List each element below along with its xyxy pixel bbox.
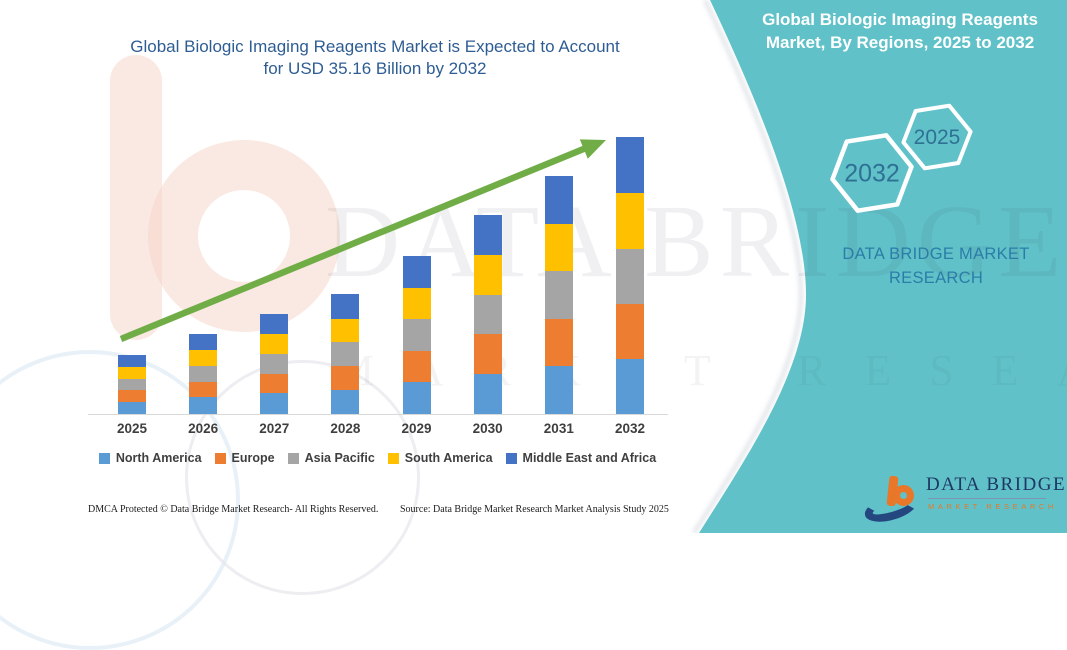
bar-segment-europe bbox=[615, 303, 644, 359]
chart-legend: North America Europe Asia Pacific South Ame… bbox=[85, 451, 670, 465]
bar-segment-europe bbox=[544, 318, 573, 366]
bar-segment-asia-pacific bbox=[402, 319, 431, 351]
stacked-bar-2031 bbox=[544, 176, 573, 414]
footer-source-text: Source: Data Bridge Market Research Mark… bbox=[400, 504, 669, 515]
bar-segment-middle-east-and-africa bbox=[544, 176, 573, 225]
bar-segment-south-america bbox=[615, 192, 644, 249]
bar-segment-asia-pacific bbox=[189, 365, 218, 382]
legend-item-europe: Europe bbox=[214, 451, 275, 465]
data-bridge-b-icon bbox=[861, 470, 924, 527]
bar-segment-south-america bbox=[331, 318, 360, 343]
legend-label: Asia Pacific bbox=[304, 451, 375, 465]
hexagon-2032-label: 2032 bbox=[844, 159, 900, 188]
right-panel-title: Global Biologic Imaging Reagents Market,… bbox=[762, 10, 1038, 52]
stacked-bar-2029 bbox=[402, 255, 431, 414]
bar-segment-middle-east-and-africa bbox=[189, 333, 218, 351]
logo-b-bowl bbox=[893, 485, 914, 506]
bar-segment-asia-pacific bbox=[615, 248, 644, 304]
legend-swatch-icon bbox=[287, 452, 299, 464]
bar-segment-north-america bbox=[544, 365, 573, 414]
x-axis-label-2027: 2027 bbox=[259, 421, 290, 436]
bar-segment-south-america bbox=[260, 334, 289, 355]
bar-segment-asia-pacific bbox=[473, 295, 502, 335]
bar-segment-europe bbox=[402, 350, 431, 383]
hexagon-2025-label: 2025 bbox=[913, 126, 961, 149]
bar-segment-europe bbox=[473, 334, 502, 374]
legend-item-north-america: North America bbox=[98, 451, 202, 465]
bar-segment-north-america bbox=[118, 402, 146, 414]
x-axis-label-2026: 2026 bbox=[188, 421, 219, 436]
legend-item-south-america: South America bbox=[387, 451, 493, 465]
logo-wordmark: DATA BRIDGE bbox=[926, 474, 1067, 495]
x-axis-label-2030: 2030 bbox=[472, 421, 503, 436]
bar-segment-asia-pacific bbox=[544, 271, 573, 319]
bar-segment-europe bbox=[189, 381, 218, 398]
bar-segment-north-america bbox=[189, 397, 218, 414]
bar-segment-middle-east-and-africa bbox=[260, 313, 289, 335]
bar-segment-north-america bbox=[402, 382, 431, 414]
stacked-bar-2030 bbox=[473, 214, 502, 414]
data-bridge-logo: DATA BRIDGE MARKET RESEARCH bbox=[861, 462, 1067, 527]
bar-segment-south-america bbox=[544, 224, 573, 272]
bar-segment-south-america bbox=[473, 254, 502, 295]
bar-segment-asia-pacific bbox=[260, 354, 289, 374]
logo-divider bbox=[928, 498, 1046, 499]
legend-item-asia-pacific: Asia Pacific bbox=[287, 451, 375, 465]
legend-item-middle-east-and-africa: Middle East and Africa bbox=[505, 451, 657, 465]
legend-swatch-icon bbox=[387, 452, 399, 464]
legend-label: North America bbox=[115, 451, 202, 465]
stacked-bar-2032 bbox=[615, 136, 644, 414]
bar-segment-middle-east-and-africa bbox=[402, 255, 431, 288]
bar-segment-north-america bbox=[331, 389, 360, 414]
stacked-bar-2025 bbox=[118, 354, 146, 414]
x-axis-line bbox=[88, 414, 668, 415]
bar-segment-middle-east-and-africa bbox=[615, 136, 644, 193]
legend-swatch-icon bbox=[505, 452, 517, 464]
bar-segment-middle-east-and-africa bbox=[118, 354, 146, 367]
legend-label: Middle East and Africa bbox=[522, 451, 657, 465]
chart-title-line2: for USD 35.16 Billion by 2032 bbox=[263, 59, 487, 79]
x-axis-label-2028: 2028 bbox=[330, 421, 361, 436]
legend-swatch-icon bbox=[214, 452, 226, 464]
bar-segment-north-america bbox=[260, 393, 289, 414]
stacked-bar-2028 bbox=[331, 294, 360, 414]
bar-segment-europe bbox=[331, 365, 360, 390]
bar-segment-north-america bbox=[473, 373, 502, 414]
stacked-bar-2026 bbox=[189, 333, 218, 414]
bar-segment-europe bbox=[260, 373, 289, 394]
footer-dmca-text: DMCA Protected © Data Bridge Market Rese… bbox=[88, 504, 379, 515]
x-axis-label-2032: 2032 bbox=[614, 421, 645, 436]
bar-segment-south-america bbox=[189, 350, 218, 366]
x-axis-label-2029: 2029 bbox=[401, 421, 432, 436]
bar-segment-middle-east-and-africa bbox=[331, 294, 360, 319]
bar-segment-asia-pacific bbox=[118, 378, 146, 391]
stacked-bar-2027 bbox=[260, 313, 289, 414]
legend-swatch-icon bbox=[98, 452, 110, 464]
x-axis-label-2031: 2031 bbox=[543, 421, 574, 436]
bar-segment-south-america bbox=[402, 287, 431, 320]
x-axis-label-2025: 2025 bbox=[116, 421, 148, 436]
chart-title-line1: Global Biologic Imaging Reagents Market … bbox=[130, 37, 620, 56]
bar-segment-asia-pacific bbox=[331, 342, 360, 366]
bar-segment-europe bbox=[118, 390, 146, 403]
legend-label: South America bbox=[404, 451, 493, 465]
legend-label: Europe bbox=[231, 451, 275, 465]
bar-segment-north-america bbox=[615, 358, 644, 414]
brand-name-text: DATA BRIDGE MARKET RESEARCH bbox=[842, 245, 1030, 287]
logo-tagline: MARKET RESEARCH bbox=[928, 502, 1057, 511]
chart-title: Global Biologic Imaging Reagents Market … bbox=[60, 36, 690, 81]
bar-segment-middle-east-and-africa bbox=[473, 214, 502, 255]
bar-segment-south-america bbox=[118, 366, 146, 379]
